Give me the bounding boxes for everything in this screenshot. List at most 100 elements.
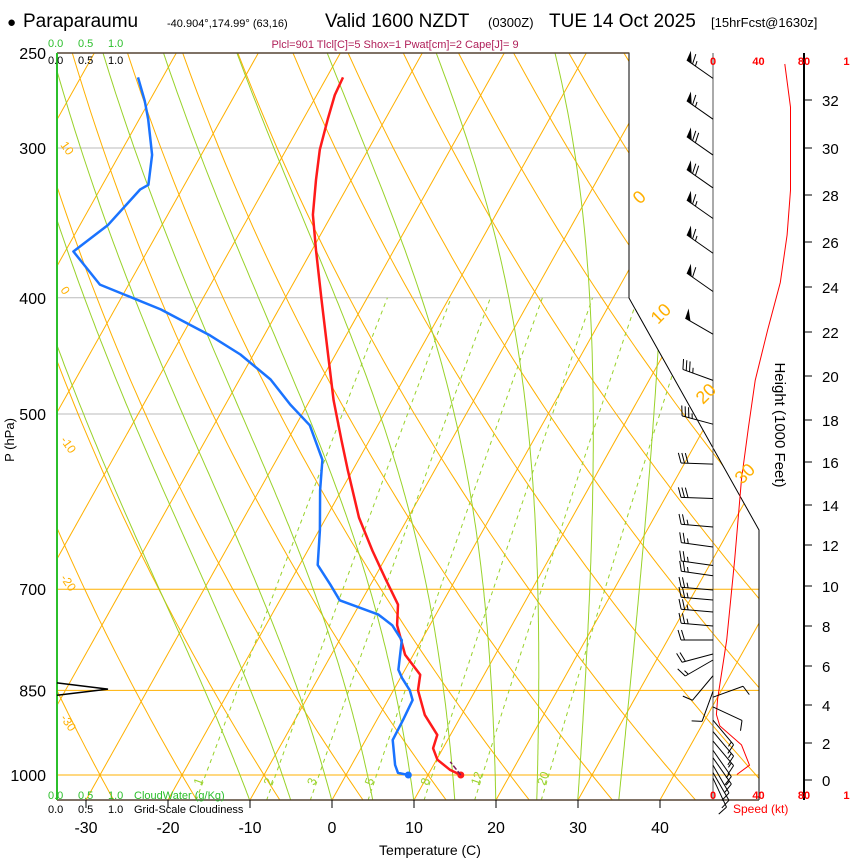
x-tick-label: 30: [569, 820, 587, 837]
wind-barb-feather: [724, 776, 732, 786]
wind-barb-half-feather: [728, 762, 732, 768]
wind-barb-half-feather: [728, 753, 732, 759]
wind-barb-feather: [682, 577, 686, 588]
wind-barb: [682, 675, 714, 701]
wind-barb-feather: [678, 513, 682, 525]
wind-barb: [686, 190, 714, 219]
height-tick-label: 10: [822, 579, 839, 596]
plot-frame: [56, 52, 805, 801]
wind-barb-staff: [686, 136, 714, 156]
isotherm-label: 30: [731, 460, 759, 488]
wind-barb-feather: [692, 228, 697, 240]
wind-barb-feather: [718, 806, 727, 815]
wind-barb-pennant: [686, 190, 692, 204]
wind-barb-feather: [724, 783, 732, 793]
wind-barb: [686, 160, 714, 189]
mixing-ratio-label: 3: [304, 776, 320, 787]
isotherm-line: [57, 53, 423, 800]
dry-adiabat-line: [283, 53, 759, 800]
wind-barb-half-feather: [686, 604, 689, 610]
valid-date: TUE 14 Oct 2025: [549, 11, 696, 32]
moist-adiabat-line: [427, 53, 540, 800]
wind-barb-half-feather: [686, 618, 689, 624]
wind-barb: [676, 652, 714, 663]
wind-barb-half-feather: [694, 201, 698, 207]
height-tick-label: 16: [822, 455, 839, 472]
wind-barb-feather: [692, 194, 697, 205]
cloud-axis-tick-label: 1.0: [108, 790, 123, 802]
dry-adiabat-line: [57, 53, 281, 800]
wind-barb-feather: [677, 629, 682, 641]
wind-barb-feather: [692, 130, 697, 141]
speed-tick-label-top: 40: [752, 56, 764, 68]
cloud-axis-tick-label: 1.0: [108, 55, 123, 67]
wind-barb-staff: [681, 523, 714, 528]
wind-barb-staff: [681, 560, 714, 566]
wind-barb-feather: [689, 361, 691, 372]
wind-barb-pennant: [686, 91, 692, 105]
wind-barb: [679, 560, 714, 577]
pressure-tick-label: 300: [19, 141, 46, 158]
cloud-axis-tick-label: 0.0: [48, 55, 63, 67]
wind-barb-feather: [677, 487, 682, 498]
wind-barb-feather: [742, 685, 750, 695]
wind-barb-staff: [681, 570, 714, 577]
wind-barb-staff: [681, 415, 714, 425]
mixing-ratio-line: [540, 297, 698, 800]
wind-barb-staff: [681, 496, 714, 500]
wind-barb-feather: [682, 532, 686, 544]
mixing-ratio-label: 20: [534, 769, 552, 787]
moist-adiabat-line: [57, 53, 251, 800]
pressure-tick-label: 850: [19, 683, 46, 700]
wind-barb-staff: [685, 317, 714, 335]
wind-barb: [677, 659, 714, 677]
wind-barb-staff: [712, 764, 730, 794]
isotherm-line: [57, 53, 177, 800]
wind-barb-pennant: [686, 50, 692, 64]
dry-adiabat-line: [392, 53, 759, 800]
isotherm-line: [57, 53, 259, 800]
mixing-ratio-label: 12: [468, 769, 486, 787]
sounding-indices: Plcl=901 Tlcl[C]=5 Shox=1 Pwat[cm]=2 Cap…: [271, 39, 518, 51]
mixing-ratio-line: [367, 297, 543, 800]
wind-barb-half-feather: [686, 592, 689, 598]
moist-adiabat-line: [96, 53, 374, 800]
dry-adiabat-line: [57, 53, 198, 800]
isotherm-line: [85, 53, 505, 800]
y-axis-title: P (hPa): [2, 418, 17, 462]
wind-barb-staff: [686, 169, 714, 189]
height-tick-label: 6: [822, 659, 830, 676]
wind-barb-staff: [701, 691, 714, 722]
wind-barb: [691, 691, 714, 722]
wind-barb-feather: [694, 132, 700, 143]
wind-barb-staff: [682, 368, 714, 381]
wind-barb-feather: [681, 629, 685, 641]
wind-barb-feather: [676, 653, 683, 663]
wind-barb-pennant: [686, 127, 692, 141]
height-tick-label: 2: [822, 736, 830, 753]
x-tick-label: 20: [487, 820, 505, 837]
wind-barb-staff: [712, 731, 734, 757]
wind-barb-feather: [692, 94, 697, 106]
cloud-axis-tick-label: 1.0: [108, 804, 123, 816]
wind-barb-half-feather: [728, 741, 732, 747]
height-tick-label: 28: [822, 188, 839, 205]
isotherm-line: [413, 53, 759, 800]
wind-barb-staff: [712, 740, 734, 766]
speed-tick-label-bottom: 0: [710, 790, 716, 802]
wind-barb: [678, 513, 714, 528]
height-tick-label: 18: [822, 413, 839, 430]
cloud-axis-tick-label: 0.5: [78, 55, 93, 67]
height-tick-label: 14: [822, 498, 839, 515]
wind-barb: [678, 586, 714, 601]
station-coords: -40.904°,174.99° (63,16): [167, 18, 288, 30]
wind-barb-feather: [679, 652, 686, 662]
cloud-axis-tick-label: 0.5: [78, 38, 93, 50]
wind-barb-feather: [679, 532, 682, 543]
wind-barb-feather: [682, 359, 685, 370]
wind-barb-staff: [712, 777, 727, 808]
wind-barb-feather: [692, 267, 697, 278]
wind-barb-half-feather: [686, 556, 689, 563]
cloudiness-profile: [56, 682, 109, 696]
pressure-tick-label: 250: [19, 46, 46, 63]
